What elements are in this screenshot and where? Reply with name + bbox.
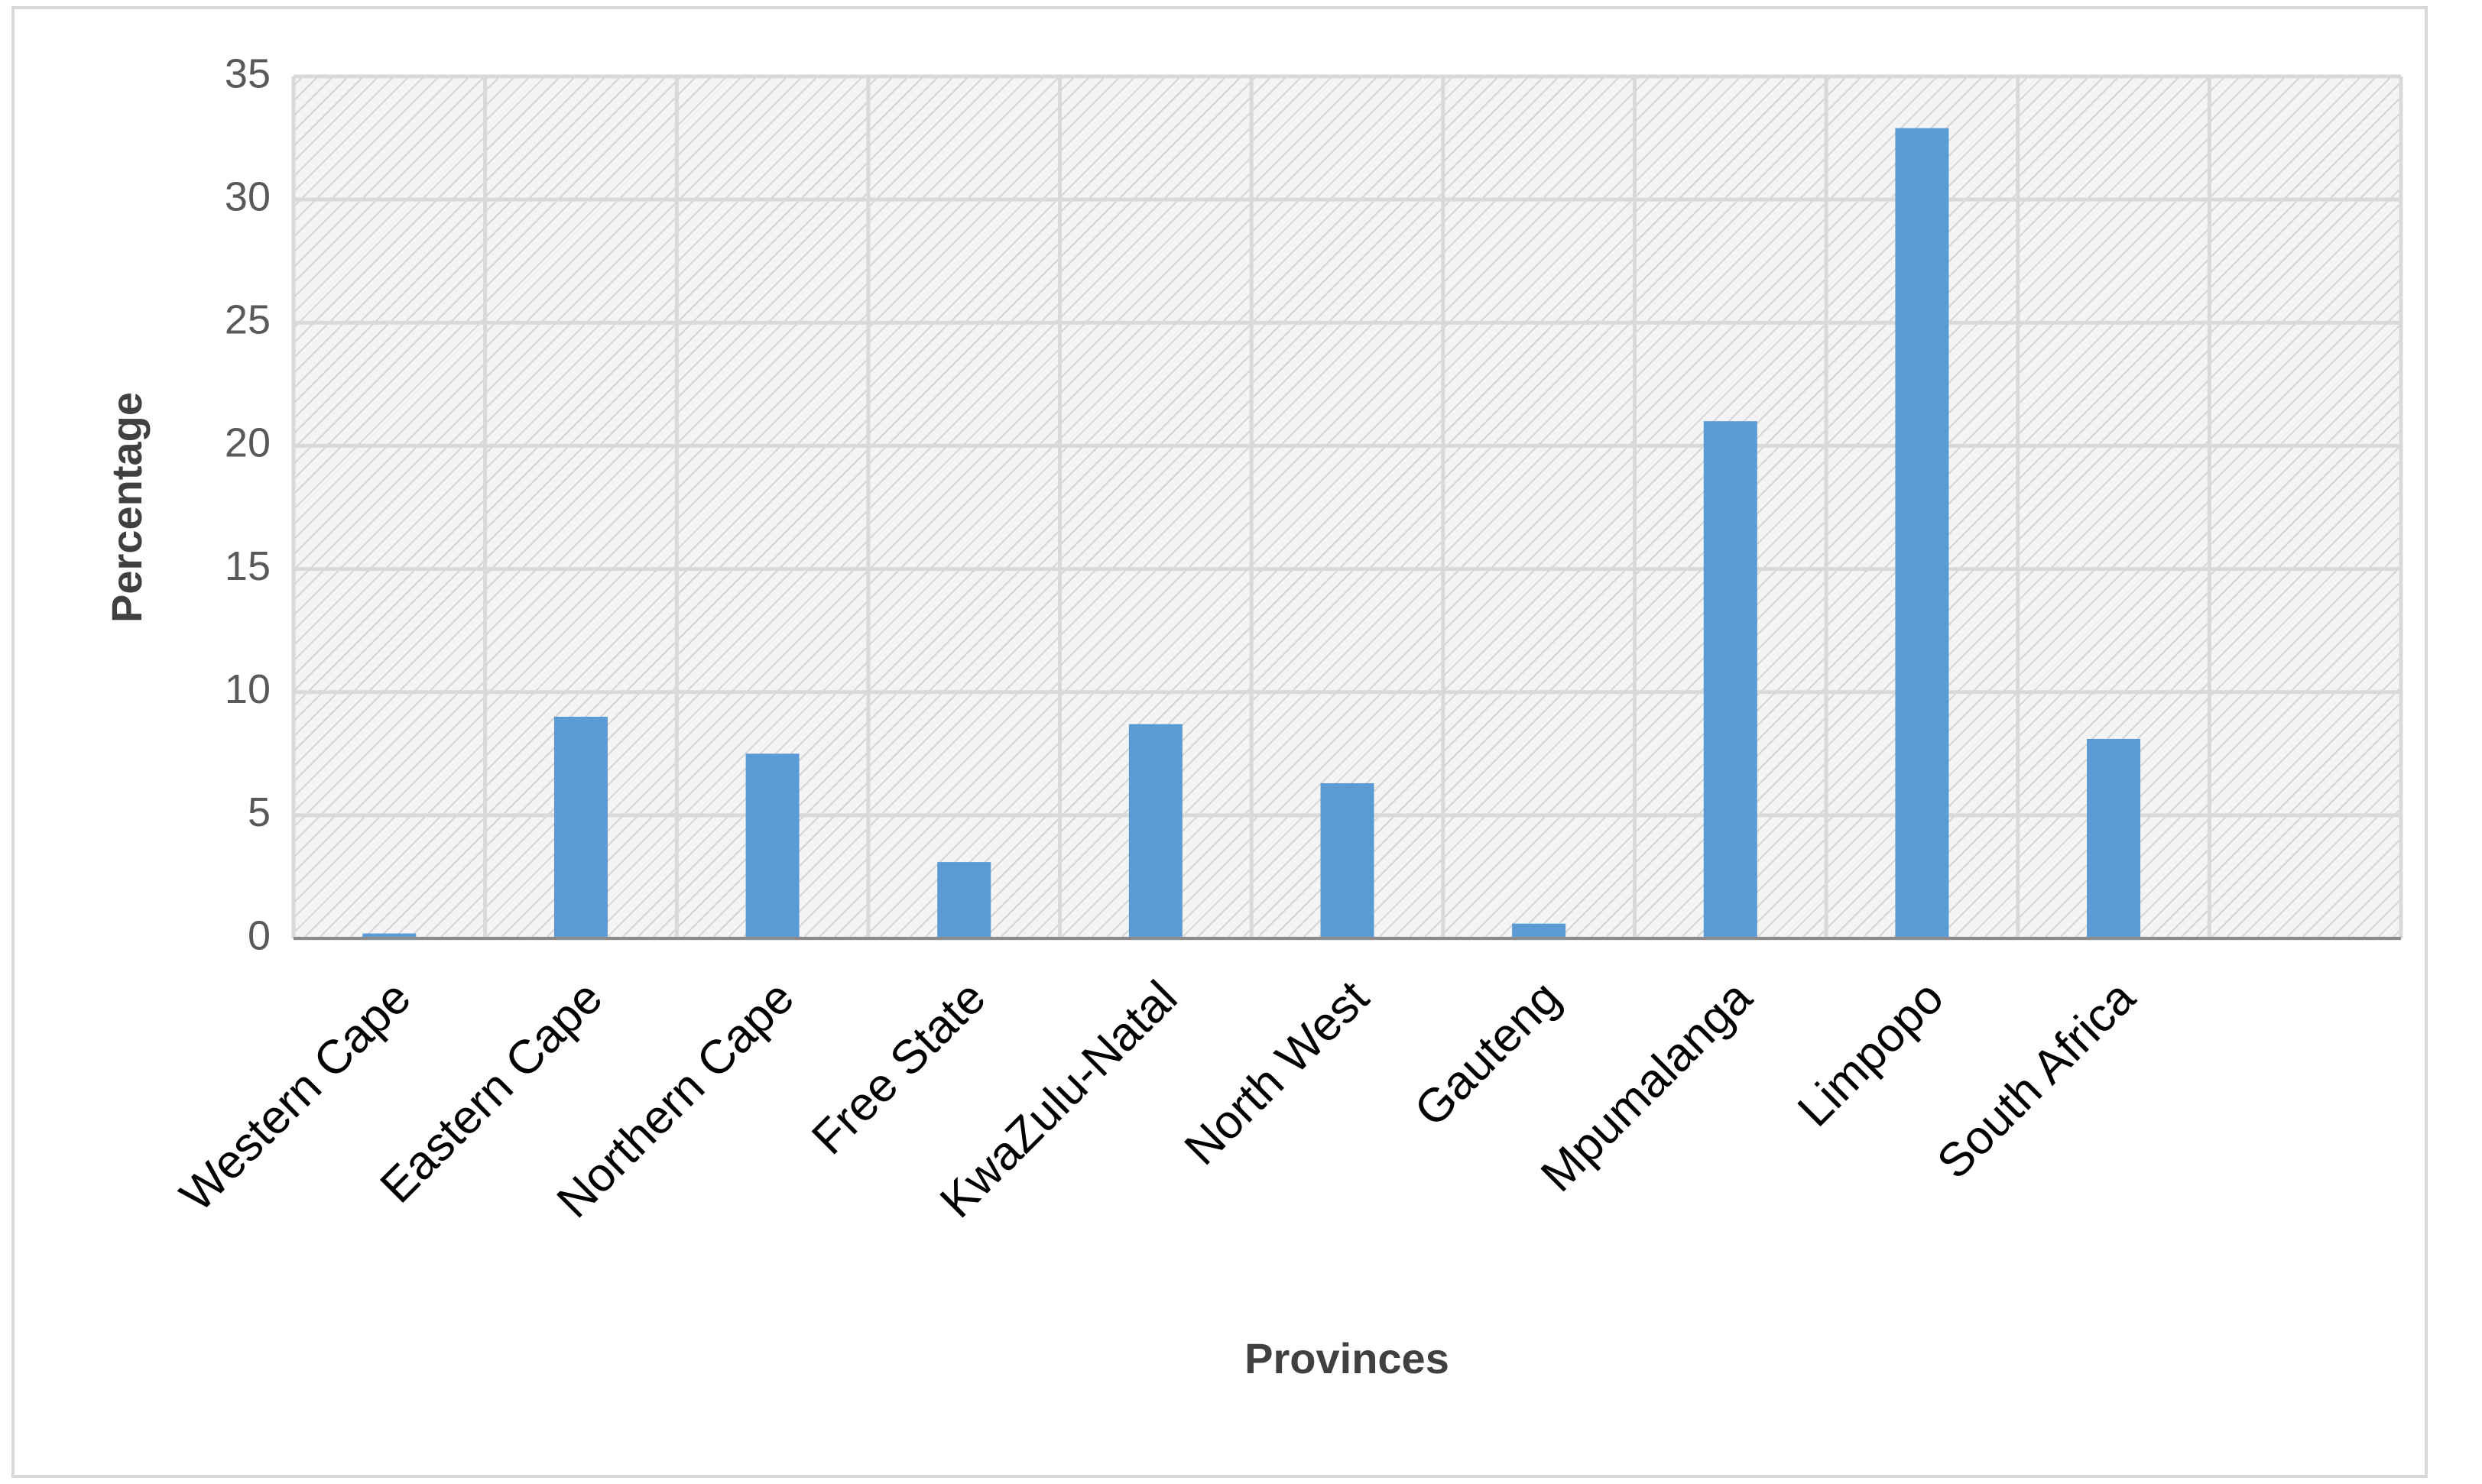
y-axis-title: Percentage <box>102 392 151 623</box>
y-tick-label: 0 <box>248 912 271 958</box>
bar <box>937 862 991 938</box>
y-tick-label: 5 <box>248 789 271 835</box>
bar <box>745 753 800 938</box>
y-tick-label: 30 <box>225 173 271 219</box>
y-tick-label: 15 <box>225 543 271 589</box>
x-axis-title: Provinces <box>1244 1334 1449 1382</box>
bar <box>1128 724 1183 938</box>
bar <box>1895 128 1949 939</box>
bar <box>362 933 417 938</box>
y-tick-label: 20 <box>225 420 271 466</box>
y-tick-label: 10 <box>225 666 271 712</box>
bar <box>2087 738 2141 938</box>
y-tick-label: 25 <box>225 297 271 343</box>
bar <box>1320 783 1374 938</box>
bar <box>1703 421 1757 938</box>
bar <box>1512 923 1566 938</box>
bar <box>553 716 608 938</box>
y-tick-label: 35 <box>225 50 271 96</box>
